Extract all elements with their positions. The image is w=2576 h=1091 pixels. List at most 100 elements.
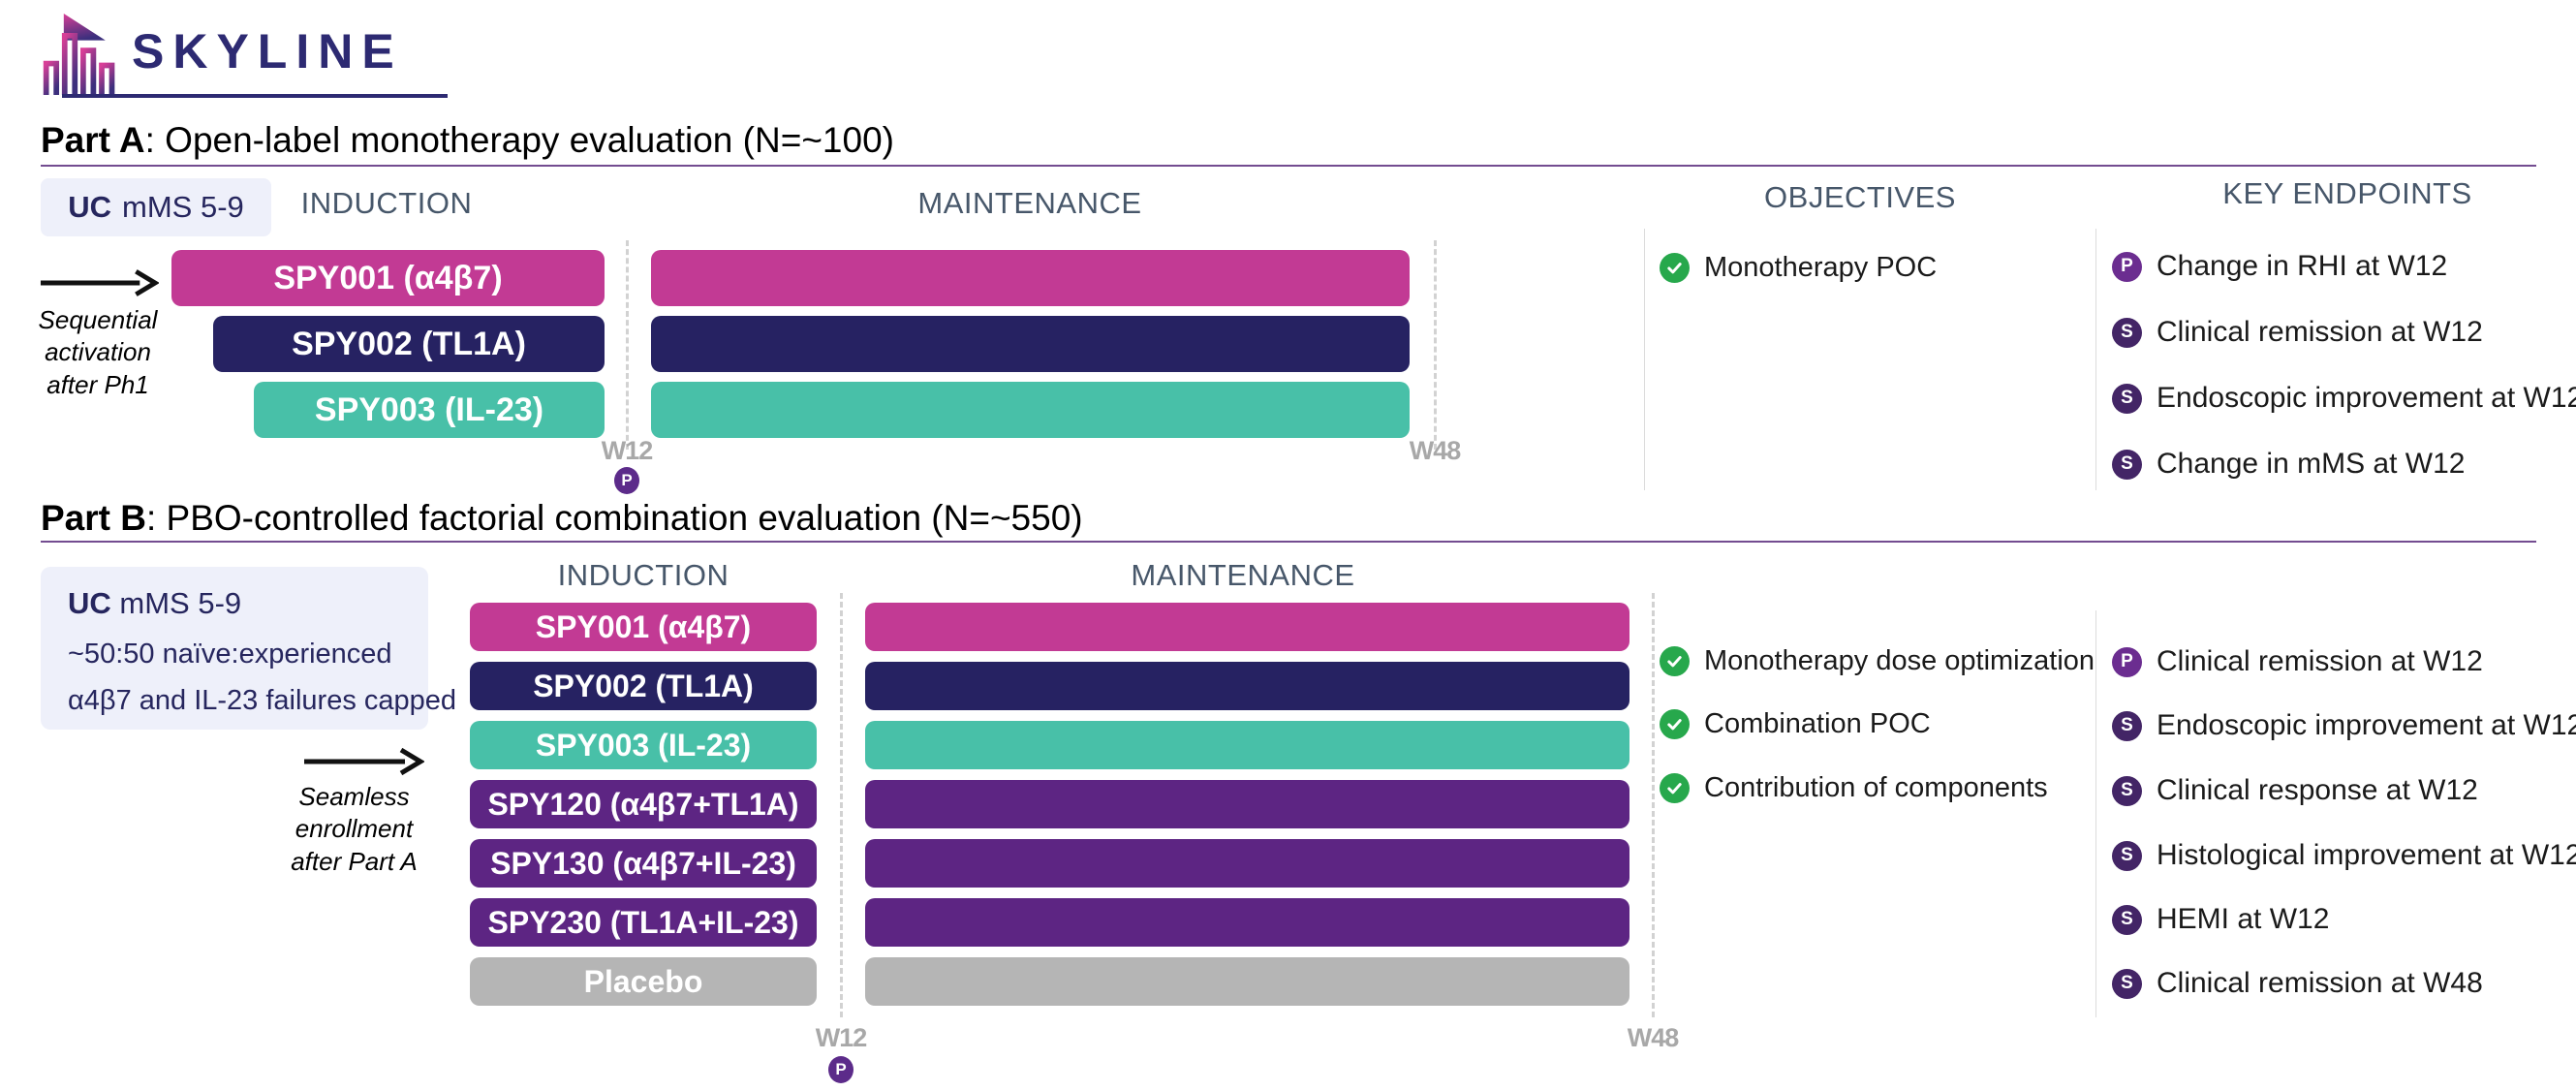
part-a-rule xyxy=(41,165,2536,167)
endpoint-label: Endoscopic improvement at W12 xyxy=(2157,709,2576,741)
annotation-line: Sequential xyxy=(38,305,158,334)
endpoint-label: Clinical response at W12 xyxy=(2157,774,2478,806)
part-a-key-endpoints-header: KEY ENDPOINTS xyxy=(2222,176,2472,210)
arm-bar-induction: Placebo xyxy=(470,957,817,1006)
annotation-line: Seamless xyxy=(298,782,410,811)
objective-item: Monotherapy dose optimization xyxy=(1660,645,2095,677)
population-line: ~50:50 naïve:experienced xyxy=(68,639,392,670)
secondary-endpoint-badge: S xyxy=(2112,840,2142,871)
objective-label: Monotherapy POC xyxy=(1704,252,1938,283)
secondary-endpoint-badge: S xyxy=(2112,904,2142,935)
annotation-line: activation xyxy=(45,337,151,367)
part-b-rule xyxy=(41,541,2536,543)
week12-label: W12 xyxy=(815,1023,868,1052)
population-line: UC mMS 5-9 xyxy=(68,586,241,621)
secondary-endpoint-badge: S xyxy=(2112,968,2142,999)
week48-label: W48 xyxy=(1409,436,1462,465)
part-b-maintenance-header: MAINTENANCE xyxy=(1131,558,1355,592)
arm-bar-induction: SPY001 (α4β7) xyxy=(470,603,817,651)
part-b-title-rest: : PBO-controlled factorial combination e… xyxy=(145,498,1083,538)
primary-endpoint-badge: P xyxy=(2112,646,2142,677)
week12-dashed-line xyxy=(840,593,843,1017)
part-b-induction-header: INDUCTION xyxy=(557,558,729,592)
part-a-title: Part A: Open-label monotherapy evaluatio… xyxy=(41,120,894,161)
endpoint-label: Histological improvement at W12 xyxy=(2157,839,2576,871)
population-indication: UC xyxy=(68,190,112,224)
check-circle-icon xyxy=(1660,709,1690,739)
primary-endpoint-marker: P xyxy=(828,1056,853,1083)
endpoint-item: S Clinical remission at W48 xyxy=(2112,967,2483,1000)
endpoint-item: P Change in RHI at W12 xyxy=(2112,250,2447,283)
endpoint-item: S Histological improvement at W12 xyxy=(2112,839,2576,872)
annotation-line: after Part A xyxy=(291,846,418,876)
endpoint-item: S Change in mMS at W12 xyxy=(2112,448,2465,481)
arm-bar-induction: SPY230 (TL1A+IL-23) xyxy=(470,898,817,947)
endpoint-item: S Clinical remission at W12 xyxy=(2112,316,2483,349)
arm-bar-induction: SPY120 (α4β7+TL1A) xyxy=(470,780,817,828)
part-a-title-bold: Part A xyxy=(41,120,145,160)
arm-bar-maintenance xyxy=(865,780,1629,828)
secondary-endpoint-badge: S xyxy=(2112,317,2142,348)
week12-dashed-line xyxy=(626,240,629,450)
part-b-title: Part B: PBO-controlled factorial combina… xyxy=(41,498,1083,539)
arm-bar-maintenance xyxy=(865,898,1629,947)
arm-bar-induction: SPY003 (IL-23) xyxy=(470,721,817,769)
objective-item: Monotherapy POC xyxy=(1660,252,1937,284)
part-b-population-box: UC mMS 5-9 ~50:50 naïve:experienced α4β7… xyxy=(41,567,456,730)
part-a-title-rest: : Open-label monotherapy evaluation (N=~… xyxy=(144,120,894,160)
endpoint-label: Clinical remission at W12 xyxy=(2157,645,2483,677)
endpoint-label: Clinical remission at W48 xyxy=(2157,967,2483,999)
secondary-endpoint-badge: S xyxy=(2112,775,2142,806)
part-a-maintenance-header: MAINTENANCE xyxy=(917,186,1142,220)
week48-label: W48 xyxy=(1627,1023,1680,1052)
arm-bar-maintenance xyxy=(865,839,1629,888)
column-divider xyxy=(1644,229,1645,490)
objective-label: Contribution of components xyxy=(1704,772,2048,803)
part-b-annotation: Seamless enrollment after Part A xyxy=(250,781,458,878)
endpoint-item: S Clinical response at W12 xyxy=(2112,774,2478,807)
arm-bar-maintenance xyxy=(865,957,1629,1006)
arrow-right-icon xyxy=(40,269,159,296)
column-divider xyxy=(2095,610,2096,1017)
check-circle-icon xyxy=(1660,253,1690,283)
endpoint-label: HEMI at W12 xyxy=(2157,903,2330,935)
endpoint-item: P Clinical remission at W12 xyxy=(2112,645,2483,678)
part-b-title-bold: Part B xyxy=(41,498,146,538)
objective-label: Monotherapy dose optimization xyxy=(1704,645,2095,676)
brand-name: SKYLINE xyxy=(132,24,403,78)
endpoint-label: Change in mMS at W12 xyxy=(2157,448,2466,480)
endpoint-label: Change in RHI at W12 xyxy=(2157,250,2448,282)
part-a-population-badge: UC mMS 5-9 xyxy=(41,178,271,236)
skyline-building-logo-icon xyxy=(43,13,115,96)
primary-endpoint-badge: P xyxy=(2112,251,2142,282)
objective-label: Combination POC xyxy=(1704,708,1931,739)
secondary-endpoint-badge: S xyxy=(2112,710,2142,741)
annotation-line: enrollment xyxy=(295,814,414,844)
arm-bar-maintenance xyxy=(651,316,1410,372)
part-a-annotation: Sequential activation after Ph1 xyxy=(8,304,188,401)
annotation-line: after Ph1 xyxy=(47,369,149,399)
endpoint-label: Clinical remission at W12 xyxy=(2157,316,2483,348)
endpoint-item: S Endoscopic improvement at W12 xyxy=(2112,709,2576,742)
arm-bar-induction: SPY001 (α4β7) xyxy=(171,250,605,306)
part-a-objectives-header: OBJECTIVES xyxy=(1764,180,1956,214)
primary-endpoint-marker: P xyxy=(614,467,639,494)
arm-bar-induction: SPY002 (TL1A) xyxy=(213,316,605,372)
objective-item: Combination POC xyxy=(1660,708,1931,740)
column-divider xyxy=(2095,229,2096,490)
part-a-induction-header: INDUCTION xyxy=(300,186,473,220)
week48-dashed-line xyxy=(1652,593,1655,1017)
secondary-endpoint-badge: S xyxy=(2112,449,2142,480)
endpoint-label: Endoscopic improvement at W12 xyxy=(2157,382,2576,414)
arm-bar-induction: SPY130 (α4β7+IL-23) xyxy=(470,839,817,888)
arm-bar-maintenance xyxy=(865,603,1629,651)
endpoint-item: S Endoscopic improvement at W12 xyxy=(2112,382,2576,415)
objective-item: Contribution of components xyxy=(1660,772,2048,804)
population-indication: UC xyxy=(68,586,111,620)
arm-bar-induction: SPY002 (TL1A) xyxy=(470,662,817,710)
endpoint-item: S HEMI at W12 xyxy=(2112,903,2329,936)
arm-bar-induction: SPY003 (IL-23) xyxy=(254,382,605,438)
week48-dashed-line xyxy=(1434,240,1437,450)
arm-bar-maintenance xyxy=(865,662,1629,710)
